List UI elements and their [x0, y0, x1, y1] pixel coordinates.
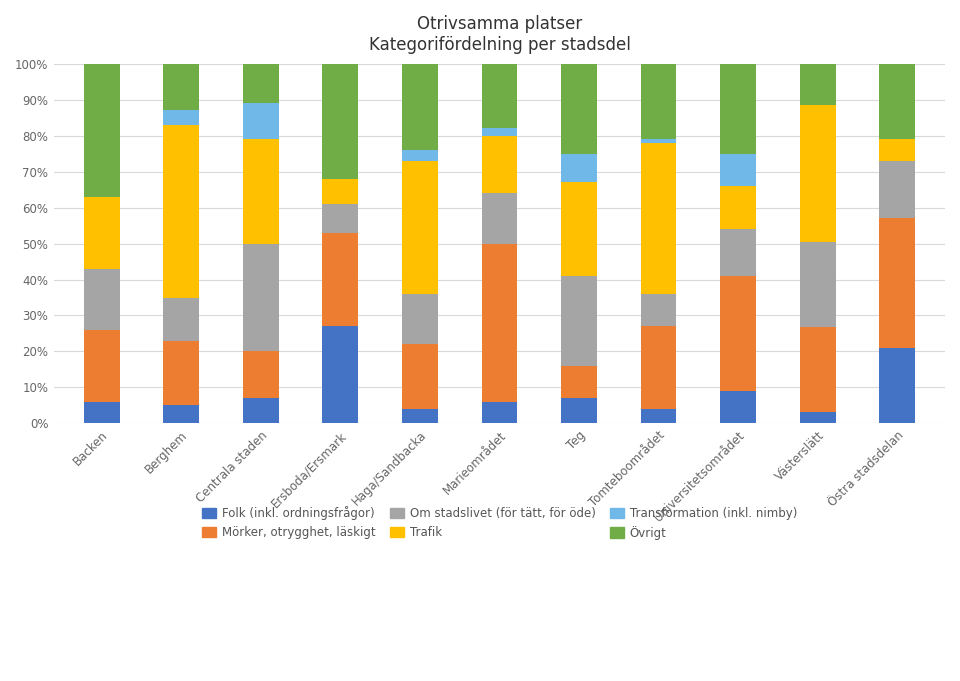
Bar [84, 330, 120, 402]
Bar [720, 64, 756, 154]
Bar [800, 413, 835, 424]
Bar [323, 179, 358, 204]
Bar [482, 402, 517, 424]
Bar [323, 233, 358, 326]
Bar [482, 136, 517, 193]
Bar [163, 125, 199, 298]
Bar [800, 64, 835, 105]
Bar [163, 110, 199, 125]
Bar [402, 64, 438, 150]
Bar [323, 64, 358, 179]
Bar [720, 229, 756, 276]
Bar [482, 193, 517, 244]
Bar [562, 183, 597, 276]
Bar [562, 64, 597, 154]
Bar [640, 409, 677, 424]
Bar [640, 326, 677, 409]
Bar [163, 298, 199, 340]
Bar [402, 409, 438, 424]
Bar [243, 244, 278, 351]
Bar [640, 64, 677, 139]
Bar [879, 219, 915, 348]
Bar [562, 154, 597, 183]
Bar [562, 398, 597, 424]
Bar [879, 348, 915, 424]
Legend: Folk (inkl. ordningsfrågor), Mörker, otrygghet, läskigt, Om stadslivet (för tätt: Folk (inkl. ordningsfrågor), Mörker, otr… [197, 501, 802, 545]
Bar [243, 104, 278, 139]
Bar [800, 105, 835, 242]
Bar [640, 143, 677, 294]
Bar [84, 197, 120, 269]
Bar [163, 340, 199, 405]
Bar [243, 64, 278, 104]
Bar [720, 276, 756, 391]
Bar [163, 64, 199, 110]
Bar [84, 64, 120, 197]
Bar [720, 154, 756, 186]
Bar [402, 161, 438, 294]
Bar [720, 391, 756, 424]
Bar [482, 129, 517, 136]
Bar [243, 398, 278, 424]
Bar [879, 64, 915, 139]
Bar [720, 186, 756, 229]
Bar [482, 244, 517, 402]
Bar [402, 345, 438, 409]
Bar [402, 150, 438, 161]
Bar [323, 326, 358, 424]
Bar [84, 269, 120, 330]
Bar [402, 294, 438, 345]
Bar [879, 139, 915, 161]
Bar [482, 64, 517, 129]
Bar [640, 294, 677, 326]
Bar [84, 402, 120, 424]
Bar [163, 405, 199, 424]
Bar [323, 204, 358, 233]
Bar [562, 366, 597, 398]
Bar [800, 328, 835, 413]
Bar [243, 139, 278, 244]
Bar [640, 139, 677, 143]
Bar [879, 161, 915, 219]
Bar [562, 276, 597, 366]
Title: Otrivsamma platser
Kategorifördelning per stadsdel: Otrivsamma platser Kategorifördelning pe… [369, 15, 631, 54]
Bar [800, 242, 835, 328]
Bar [243, 351, 278, 398]
